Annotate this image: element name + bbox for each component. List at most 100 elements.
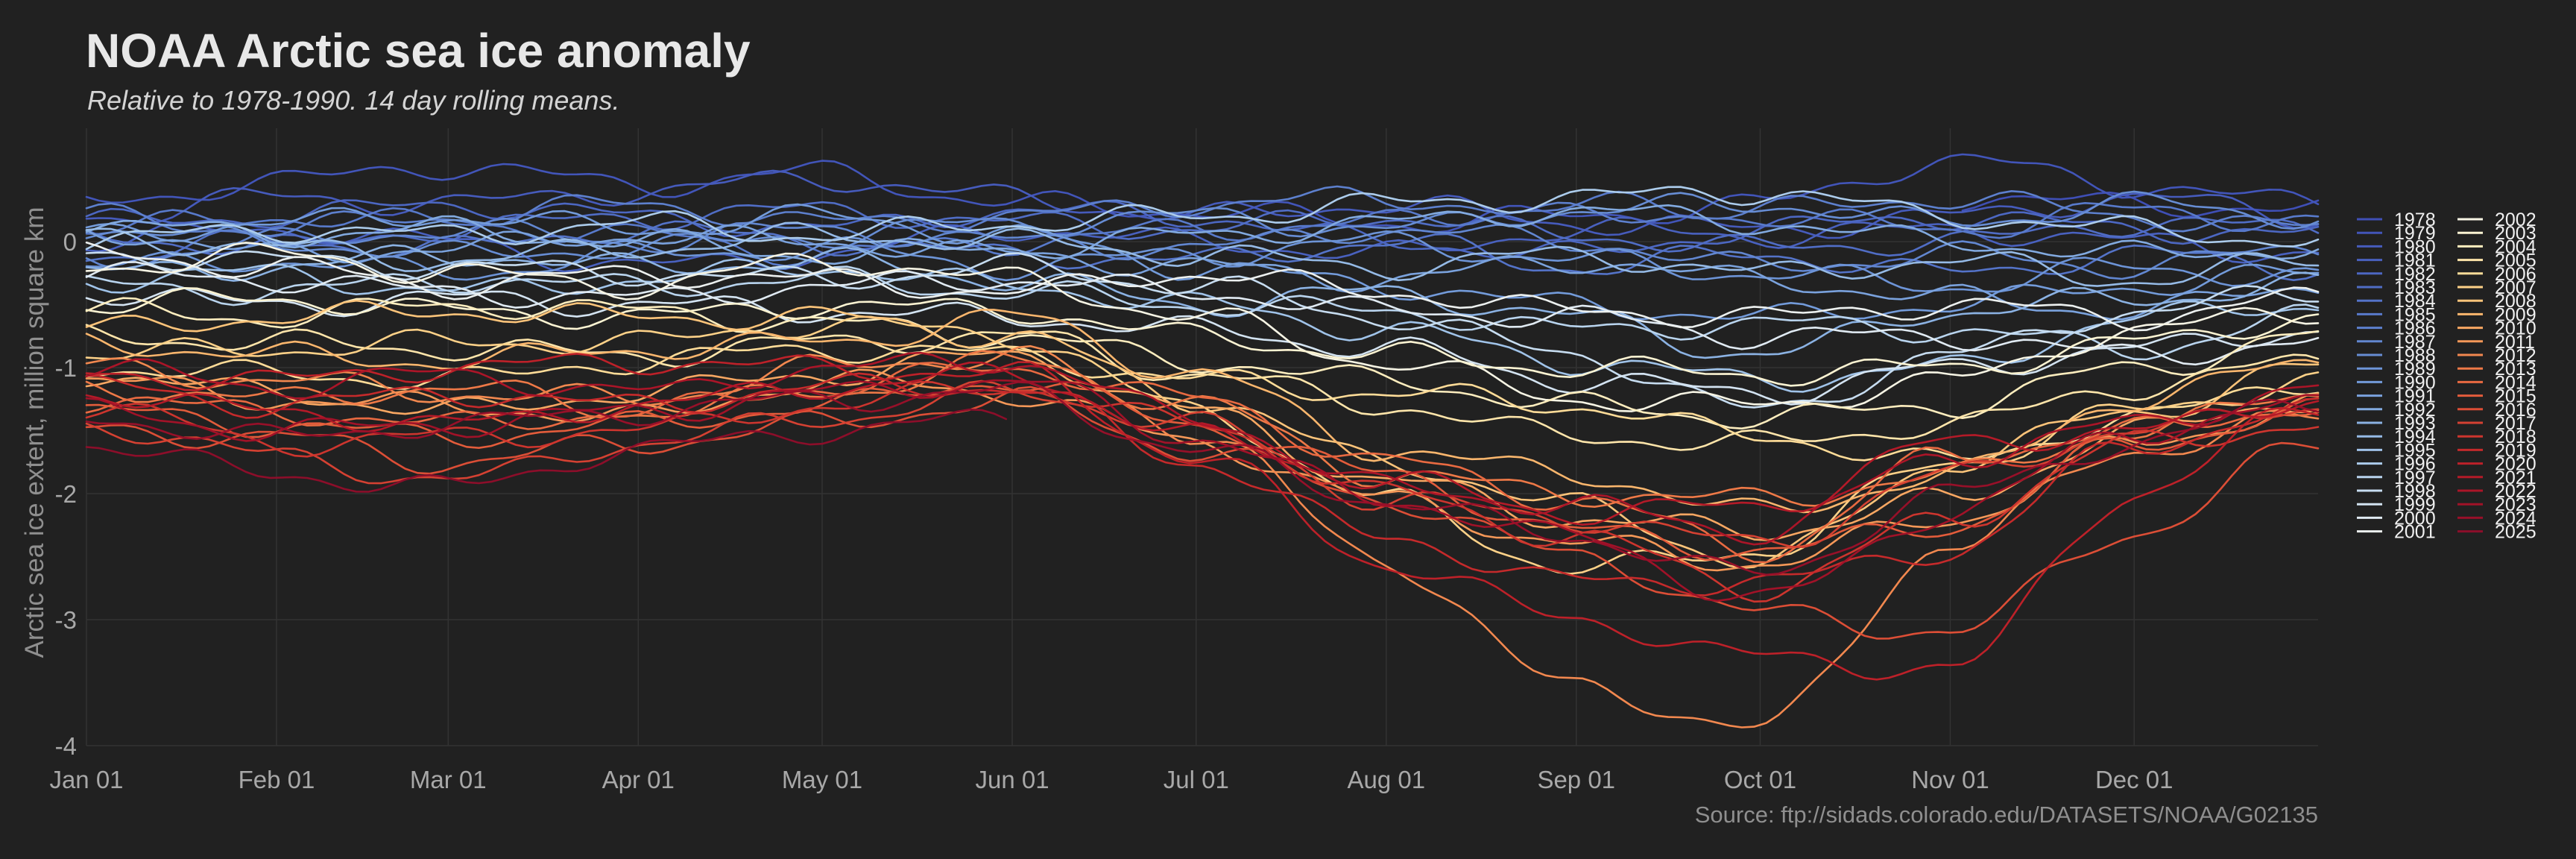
chart-subtitle: Relative to 1978-1990. 14 day rolling me… — [87, 85, 619, 116]
x-axis-ticks: Jan 01 Feb 01 Mar 01 Apr 01 May 01 Jun 01 Jul … — [49, 766, 2173, 793]
legend-label-1993: 1993 — [2394, 413, 2436, 434]
series-line-2004 — [85, 297, 2320, 430]
legend-label-2013: 2013 — [2495, 359, 2536, 380]
legend-label-1979: 1979 — [2394, 223, 2436, 244]
legend-label-2017: 2017 — [2495, 413, 2536, 434]
legend-label-1983: 1983 — [2394, 277, 2436, 298]
legend-label-2016: 2016 — [2495, 400, 2536, 421]
legend-label-1987: 1987 — [2394, 332, 2436, 353]
series-line-1978 — [1961, 191, 2320, 218]
x-tick-label: Mar 01 — [410, 766, 487, 793]
series-line-2021 — [85, 362, 2320, 526]
series-line-2019 — [85, 372, 2320, 597]
series-line-1985 — [85, 190, 2320, 267]
legend-label-2008: 2008 — [2495, 291, 2536, 312]
legend-label-1994: 1994 — [2394, 427, 2436, 447]
series-line-2012 — [85, 344, 2320, 729]
legend-label-2010: 2010 — [2495, 318, 2536, 339]
legend-label-1982: 1982 — [2394, 264, 2436, 285]
series-line-1987 — [85, 217, 2320, 280]
legend-label-1989: 1989 — [2394, 359, 2436, 380]
legend-label-2025: 2025 — [2495, 522, 2536, 543]
legend-label-2001: 2001 — [2394, 522, 2436, 543]
series-line-1984 — [85, 220, 2320, 281]
legend-label-1996: 1996 — [2394, 454, 2436, 475]
legend-label-1986: 1986 — [2394, 318, 2436, 339]
y-tick-label: -3 — [55, 606, 77, 634]
x-tick-label: Feb 01 — [239, 766, 315, 793]
series-line-2001 — [85, 242, 2320, 332]
legend-label-2003: 2003 — [2495, 223, 2536, 244]
x-tick-label: May 01 — [782, 766, 862, 793]
series-line-2017 — [85, 380, 2320, 549]
legend-label-2023: 2023 — [2495, 494, 2536, 515]
x-tick-label: Dec 01 — [2095, 766, 2174, 793]
y-tick-label: -4 — [55, 732, 77, 760]
series-line-2022 — [85, 351, 2320, 546]
legend-label-2000: 2000 — [2394, 508, 2436, 529]
source-caption: Source: ftp://sidads.colorado.edu/DATASE… — [1695, 802, 2318, 828]
series-line-1998 — [85, 250, 2320, 409]
y-tick-label: -1 — [55, 354, 77, 382]
legend-label-1992: 1992 — [2394, 400, 2436, 421]
x-tick-label: Oct 01 — [1724, 766, 1796, 793]
legend-label-2015: 2015 — [2495, 386, 2536, 407]
legend-label-1991: 1991 — [2394, 386, 2436, 407]
legend-label-1995: 1995 — [2394, 440, 2436, 461]
legend-label-2006: 2006 — [2495, 264, 2536, 285]
series-line-2025 — [85, 408, 1008, 493]
series-line-2003 — [85, 287, 2320, 387]
legend-label-2011: 2011 — [2495, 332, 2535, 353]
legend-label-1980: 1980 — [2394, 236, 2436, 257]
y-tick-label: -2 — [55, 480, 77, 508]
legend-label-2009: 2009 — [2495, 304, 2536, 325]
legend-label-2024: 2024 — [2495, 508, 2536, 529]
legend-label-1985: 1985 — [2394, 304, 2436, 325]
x-tick-label: Nov 01 — [1911, 766, 1989, 793]
series-line-2024 — [85, 381, 2320, 576]
legend-label-1988: 1988 — [2394, 345, 2436, 366]
legend-label-2019: 2019 — [2495, 440, 2536, 461]
legend-label-1997: 1997 — [2394, 468, 2436, 488]
series-lines — [85, 153, 2320, 729]
series-line-1999 — [85, 287, 2320, 406]
series-line-1996 — [85, 186, 2320, 251]
series-line-1979 — [85, 153, 2320, 233]
legend-label-2002: 2002 — [2495, 210, 2536, 230]
legend: 1978197919801981198219831984198519861987… — [2357, 210, 2536, 543]
series-line-1980 — [85, 169, 2320, 239]
legend-label-1978: 1978 — [2394, 210, 2436, 230]
series-line-2000 — [85, 261, 2320, 366]
series-line-2010 — [85, 350, 2320, 541]
legend-label-2018: 2018 — [2495, 427, 2536, 447]
x-tick-label: Aug 01 — [1347, 766, 1425, 793]
series-line-2007 — [85, 315, 2320, 575]
legend-label-1984: 1984 — [2394, 291, 2436, 312]
legend-label-2021: 2021 — [2495, 468, 2536, 488]
series-line-2018 — [85, 380, 2320, 603]
legend-label-1990: 1990 — [2394, 372, 2436, 393]
legend-label-1999: 1999 — [2394, 494, 2436, 515]
x-tick-label: Jan 01 — [49, 766, 123, 793]
series-line-2002 — [85, 242, 2320, 412]
series-line-2011 — [85, 368, 2320, 572]
legend-label-2004: 2004 — [2495, 236, 2536, 257]
x-tick-label: Jul 01 — [1164, 766, 1229, 793]
legend-label-2012: 2012 — [2495, 345, 2536, 366]
legend-label-2014: 2014 — [2495, 372, 2536, 393]
x-tick-label: Apr 01 — [602, 766, 675, 793]
legend-label-1981: 1981 — [2394, 251, 2436, 271]
x-tick-label: Jun 01 — [975, 766, 1049, 793]
series-line-1995 — [85, 258, 2320, 393]
series-line-2016 — [85, 386, 2320, 640]
series-line-1992 — [85, 204, 2320, 265]
series-line-2005 — [85, 324, 2320, 451]
series-line-2014 — [85, 362, 2320, 564]
legend-label-2005: 2005 — [2495, 251, 2536, 271]
legend-label-2022: 2022 — [2495, 481, 2536, 502]
y-axis-label: Arctic sea ice extent, million square km — [20, 207, 49, 658]
series-line-1981 — [85, 216, 2320, 273]
series-line-1990 — [85, 203, 2320, 321]
series-line-1994 — [85, 221, 2320, 287]
legend-label-2007: 2007 — [2495, 277, 2536, 298]
